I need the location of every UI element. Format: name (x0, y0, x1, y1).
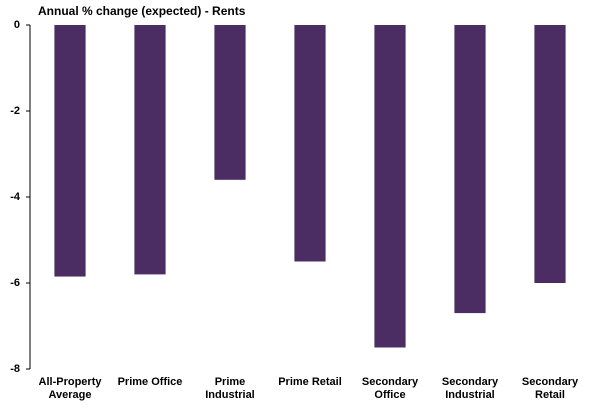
x-tick-label: Secondary Retail (521, 376, 579, 401)
chart-title: Annual % change (expected) - Rents (38, 4, 246, 18)
bar (534, 25, 566, 283)
x-tick-label: Prime Retail (278, 376, 342, 388)
x-tick-label: Prime Office (117, 376, 183, 388)
y-tick-label: -2 (10, 105, 20, 117)
bar (374, 25, 406, 348)
x-tick-label: Prime Industrial (205, 376, 255, 401)
y-tick-label: -6 (10, 277, 20, 289)
y-tick-label: 0 (14, 19, 20, 31)
bar (54, 25, 86, 277)
bar (214, 25, 246, 180)
bar (294, 25, 326, 262)
bar (134, 25, 166, 275)
y-tick-label: -4 (10, 191, 21, 203)
bar (454, 25, 486, 314)
x-tick-label: All-Property Average (38, 376, 102, 401)
y-tick-label: -8 (10, 363, 20, 375)
x-tick-label: Secondary Industrial (441, 376, 499, 401)
x-tick-label: Secondary Office (361, 376, 419, 401)
